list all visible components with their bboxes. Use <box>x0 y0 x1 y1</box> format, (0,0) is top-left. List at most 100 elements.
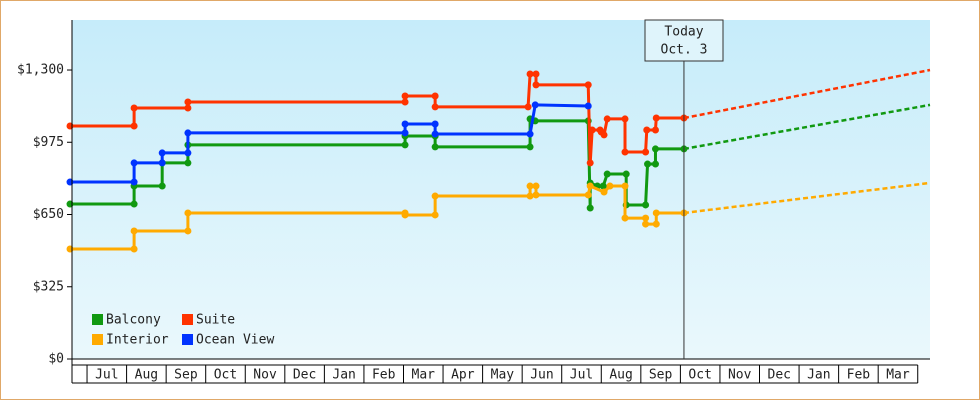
y-tick-label: $975 <box>33 135 64 150</box>
point <box>584 81 592 89</box>
point <box>606 182 614 190</box>
legend-label: Balcony <box>106 313 161 328</box>
point <box>531 101 539 109</box>
point <box>431 192 439 200</box>
x-tick-label: May <box>491 368 515 383</box>
point <box>184 227 192 235</box>
point <box>532 70 540 78</box>
point <box>130 159 138 167</box>
y-tick-label: $650 <box>33 207 64 222</box>
point <box>652 114 660 122</box>
point <box>600 131 608 139</box>
point <box>130 200 138 208</box>
point <box>652 220 660 228</box>
point <box>431 130 439 138</box>
point <box>158 159 166 167</box>
point <box>401 129 409 137</box>
legend-swatch <box>92 314 103 325</box>
x-tick-label: Oct <box>214 368 237 383</box>
point <box>586 182 594 190</box>
point <box>526 182 534 190</box>
x-tick-label: Jan <box>332 368 355 383</box>
point <box>621 148 629 156</box>
x-tick-label: Dec <box>768 368 791 383</box>
point <box>184 98 192 106</box>
x-tick-label: Nov <box>253 368 277 383</box>
y-tick-label: $325 <box>33 279 64 294</box>
x-tick-label: Feb <box>372 368 396 383</box>
x-tick-label: Jul <box>95 368 118 383</box>
point <box>621 182 629 190</box>
x-tick-label: Apr <box>451 368 475 383</box>
point <box>130 178 138 186</box>
legend-label: Interior <box>106 333 169 348</box>
x-tick-label: Nov <box>728 368 752 383</box>
forecast-line <box>683 181 931 215</box>
point <box>532 81 540 89</box>
x-tick-label: Mar <box>886 368 910 383</box>
point <box>621 214 629 222</box>
point <box>431 143 439 151</box>
x-tick-label: Feb <box>847 368 871 383</box>
point <box>158 149 166 157</box>
forecast-line <box>683 68 931 120</box>
point <box>532 182 540 190</box>
x-tick-label: Jul <box>570 368 593 383</box>
point <box>586 159 594 167</box>
point <box>401 92 409 100</box>
point <box>401 211 409 219</box>
x-tick-label: Mar <box>412 368 436 383</box>
point <box>642 148 650 156</box>
y-tick-label: $0 <box>48 352 64 367</box>
point <box>524 103 532 111</box>
annotation-date: Oct. 3 <box>661 43 708 58</box>
point <box>643 126 651 134</box>
point <box>651 160 659 168</box>
point <box>526 192 534 200</box>
point <box>184 129 192 137</box>
x-tick-label: Sep <box>649 368 673 383</box>
point <box>158 182 166 190</box>
point <box>622 170 630 178</box>
point <box>603 115 611 123</box>
point <box>599 182 607 190</box>
x-tick-label: Aug <box>609 368 632 383</box>
point <box>644 160 652 168</box>
point <box>651 126 659 134</box>
point <box>526 70 534 78</box>
series-line <box>70 103 589 184</box>
point <box>184 159 192 167</box>
x-tick-label: Sep <box>174 368 198 383</box>
point <box>431 211 439 219</box>
point <box>588 126 596 134</box>
point <box>184 149 192 157</box>
point <box>401 141 409 149</box>
point <box>130 227 138 235</box>
point <box>130 104 138 112</box>
plot-area <box>72 20 930 359</box>
point <box>651 145 659 153</box>
point <box>184 209 192 217</box>
legend-label: Ocean View <box>196 333 274 348</box>
point <box>584 191 592 199</box>
point <box>130 122 138 130</box>
point <box>526 130 534 138</box>
point <box>431 120 439 128</box>
legend-swatch <box>182 314 193 325</box>
annotation-box <box>644 19 724 62</box>
point <box>600 188 608 196</box>
point <box>642 220 650 228</box>
x-tick-label: Aug <box>135 368 158 383</box>
x-tick-label: Dec <box>293 368 316 383</box>
point <box>621 115 629 123</box>
point <box>184 104 192 112</box>
legend-swatch <box>92 334 103 345</box>
point <box>642 214 650 222</box>
x-tick-label: Jan <box>807 368 830 383</box>
legend-swatch <box>182 334 193 345</box>
point <box>532 191 540 199</box>
point <box>586 204 594 212</box>
point <box>652 209 660 217</box>
point <box>130 245 138 253</box>
